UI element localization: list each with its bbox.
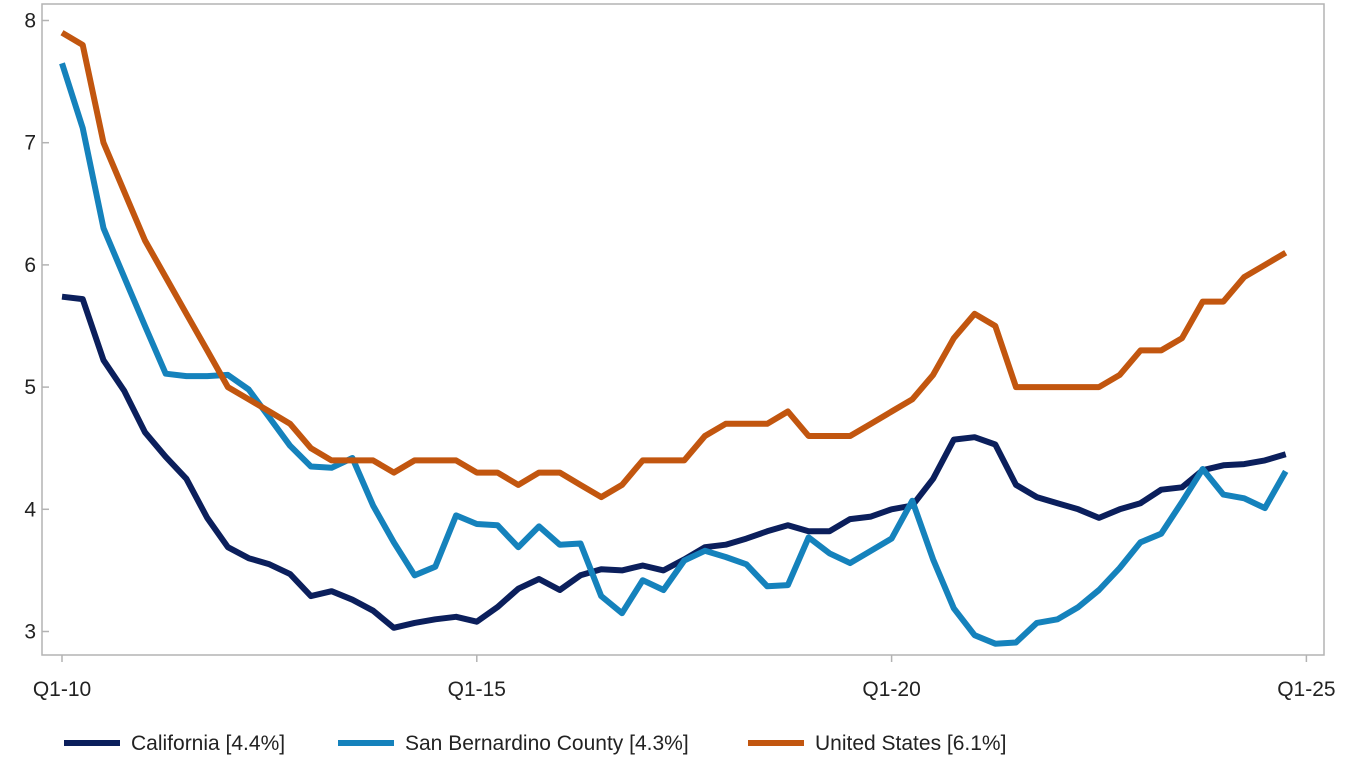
y-tick-label: 5 (24, 376, 36, 399)
x-tick-label: Q1-20 (862, 678, 920, 701)
x-tick-label: Q1-10 (33, 678, 91, 701)
x-axis: Q1-10 Q1-15 Q1-20 Q1-25 (33, 655, 1336, 701)
x-tick-label: Q1-25 (1277, 678, 1335, 701)
legend-label: California [4.4%] (131, 732, 285, 755)
legend-label: San Bernardino County [4.3%] (405, 732, 689, 755)
y-tick-label: 6 (24, 254, 36, 277)
plot-frame (41, 3, 1325, 656)
series-lines (59, 30, 1289, 647)
y-axis: 3 4 5 6 7 8 (24, 10, 49, 644)
series-line-0 (61, 293, 1287, 631)
y-tick-label: 8 (24, 10, 36, 33)
y-tick-label: 7 (24, 132, 36, 155)
legend: California [4.4%] San Bernardino County [… (64, 732, 1006, 755)
y-tick-label: 4 (24, 498, 36, 521)
legend-label: United States [6.1%] (815, 732, 1006, 755)
y-tick-label: 3 (24, 621, 36, 644)
series-line-2 (60, 30, 1288, 501)
x-tick-label: Q1-15 (448, 678, 506, 701)
